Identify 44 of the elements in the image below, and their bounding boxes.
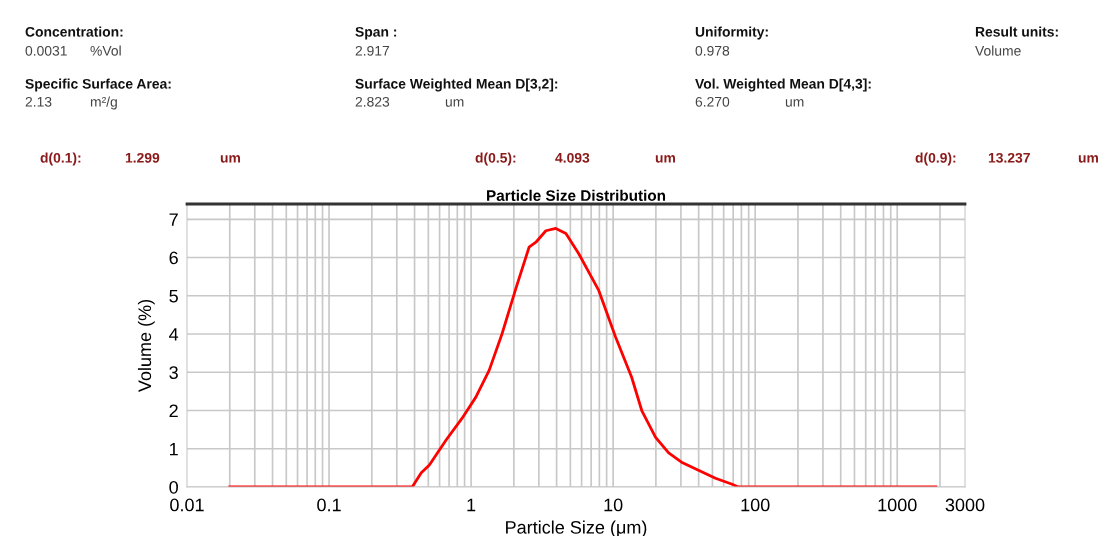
text: um <box>655 155 675 163</box>
text: Span : <box>355 26 397 40</box>
y-tick-label: 0 <box>169 480 178 494</box>
text: 4.093 <box>555 152 590 163</box>
text: Uniformity: <box>695 26 768 40</box>
text: d(0.5): <box>475 152 516 166</box>
x-tick-label: 3000 <box>945 498 985 512</box>
y-axis-title: Volume (%) <box>137 299 155 393</box>
text: um <box>1078 155 1098 163</box>
text: m²/g <box>90 96 117 110</box>
text: 2.13 <box>25 96 52 107</box>
y-tick-label: 4 <box>169 328 179 341</box>
y-tick-label: 3 <box>169 366 178 379</box>
y-tick-label: 7 <box>169 213 178 226</box>
text: um <box>445 99 464 107</box>
text: 13.237 <box>988 152 1030 163</box>
text: %Vol <box>90 45 121 56</box>
text: 1.299 <box>125 152 160 163</box>
text: 0.978 <box>695 45 730 56</box>
text: um <box>785 99 804 107</box>
x-tick-label: 1 <box>467 498 476 512</box>
text: d(0.9): <box>915 152 956 166</box>
text: Specific Surface Area: <box>25 78 171 92</box>
text: 0.0031 <box>25 45 67 56</box>
y-tick-label: 5 <box>169 289 178 303</box>
text: Concentration: <box>25 26 123 37</box>
x-tick-label: 10 <box>604 498 623 512</box>
text: 6.270 <box>695 96 730 107</box>
text: um <box>220 155 240 163</box>
text: 2.823 <box>355 96 390 107</box>
x-tick-label: 0.01 <box>170 498 204 512</box>
text: Volume <box>975 45 1021 56</box>
text: 2.917 <box>355 45 390 56</box>
chart-title: Particle Size Distribution <box>487 189 666 201</box>
text: Vol. Weighted Mean D[4,3]: <box>695 78 871 92</box>
y-tick-label: 1 <box>170 442 178 456</box>
text: d(0.1): <box>40 152 81 166</box>
x-tick-label: 100 <box>741 498 770 512</box>
x-tick-label: 1000 <box>878 498 917 512</box>
text: Surface Weighted Mean D[3,2]: <box>355 78 558 92</box>
y-tick-label: 6 <box>169 251 178 265</box>
y-tick-label: 2 <box>169 404 178 418</box>
x-tick-label: 0.1 <box>317 498 341 512</box>
text: Result units: <box>975 26 1058 37</box>
